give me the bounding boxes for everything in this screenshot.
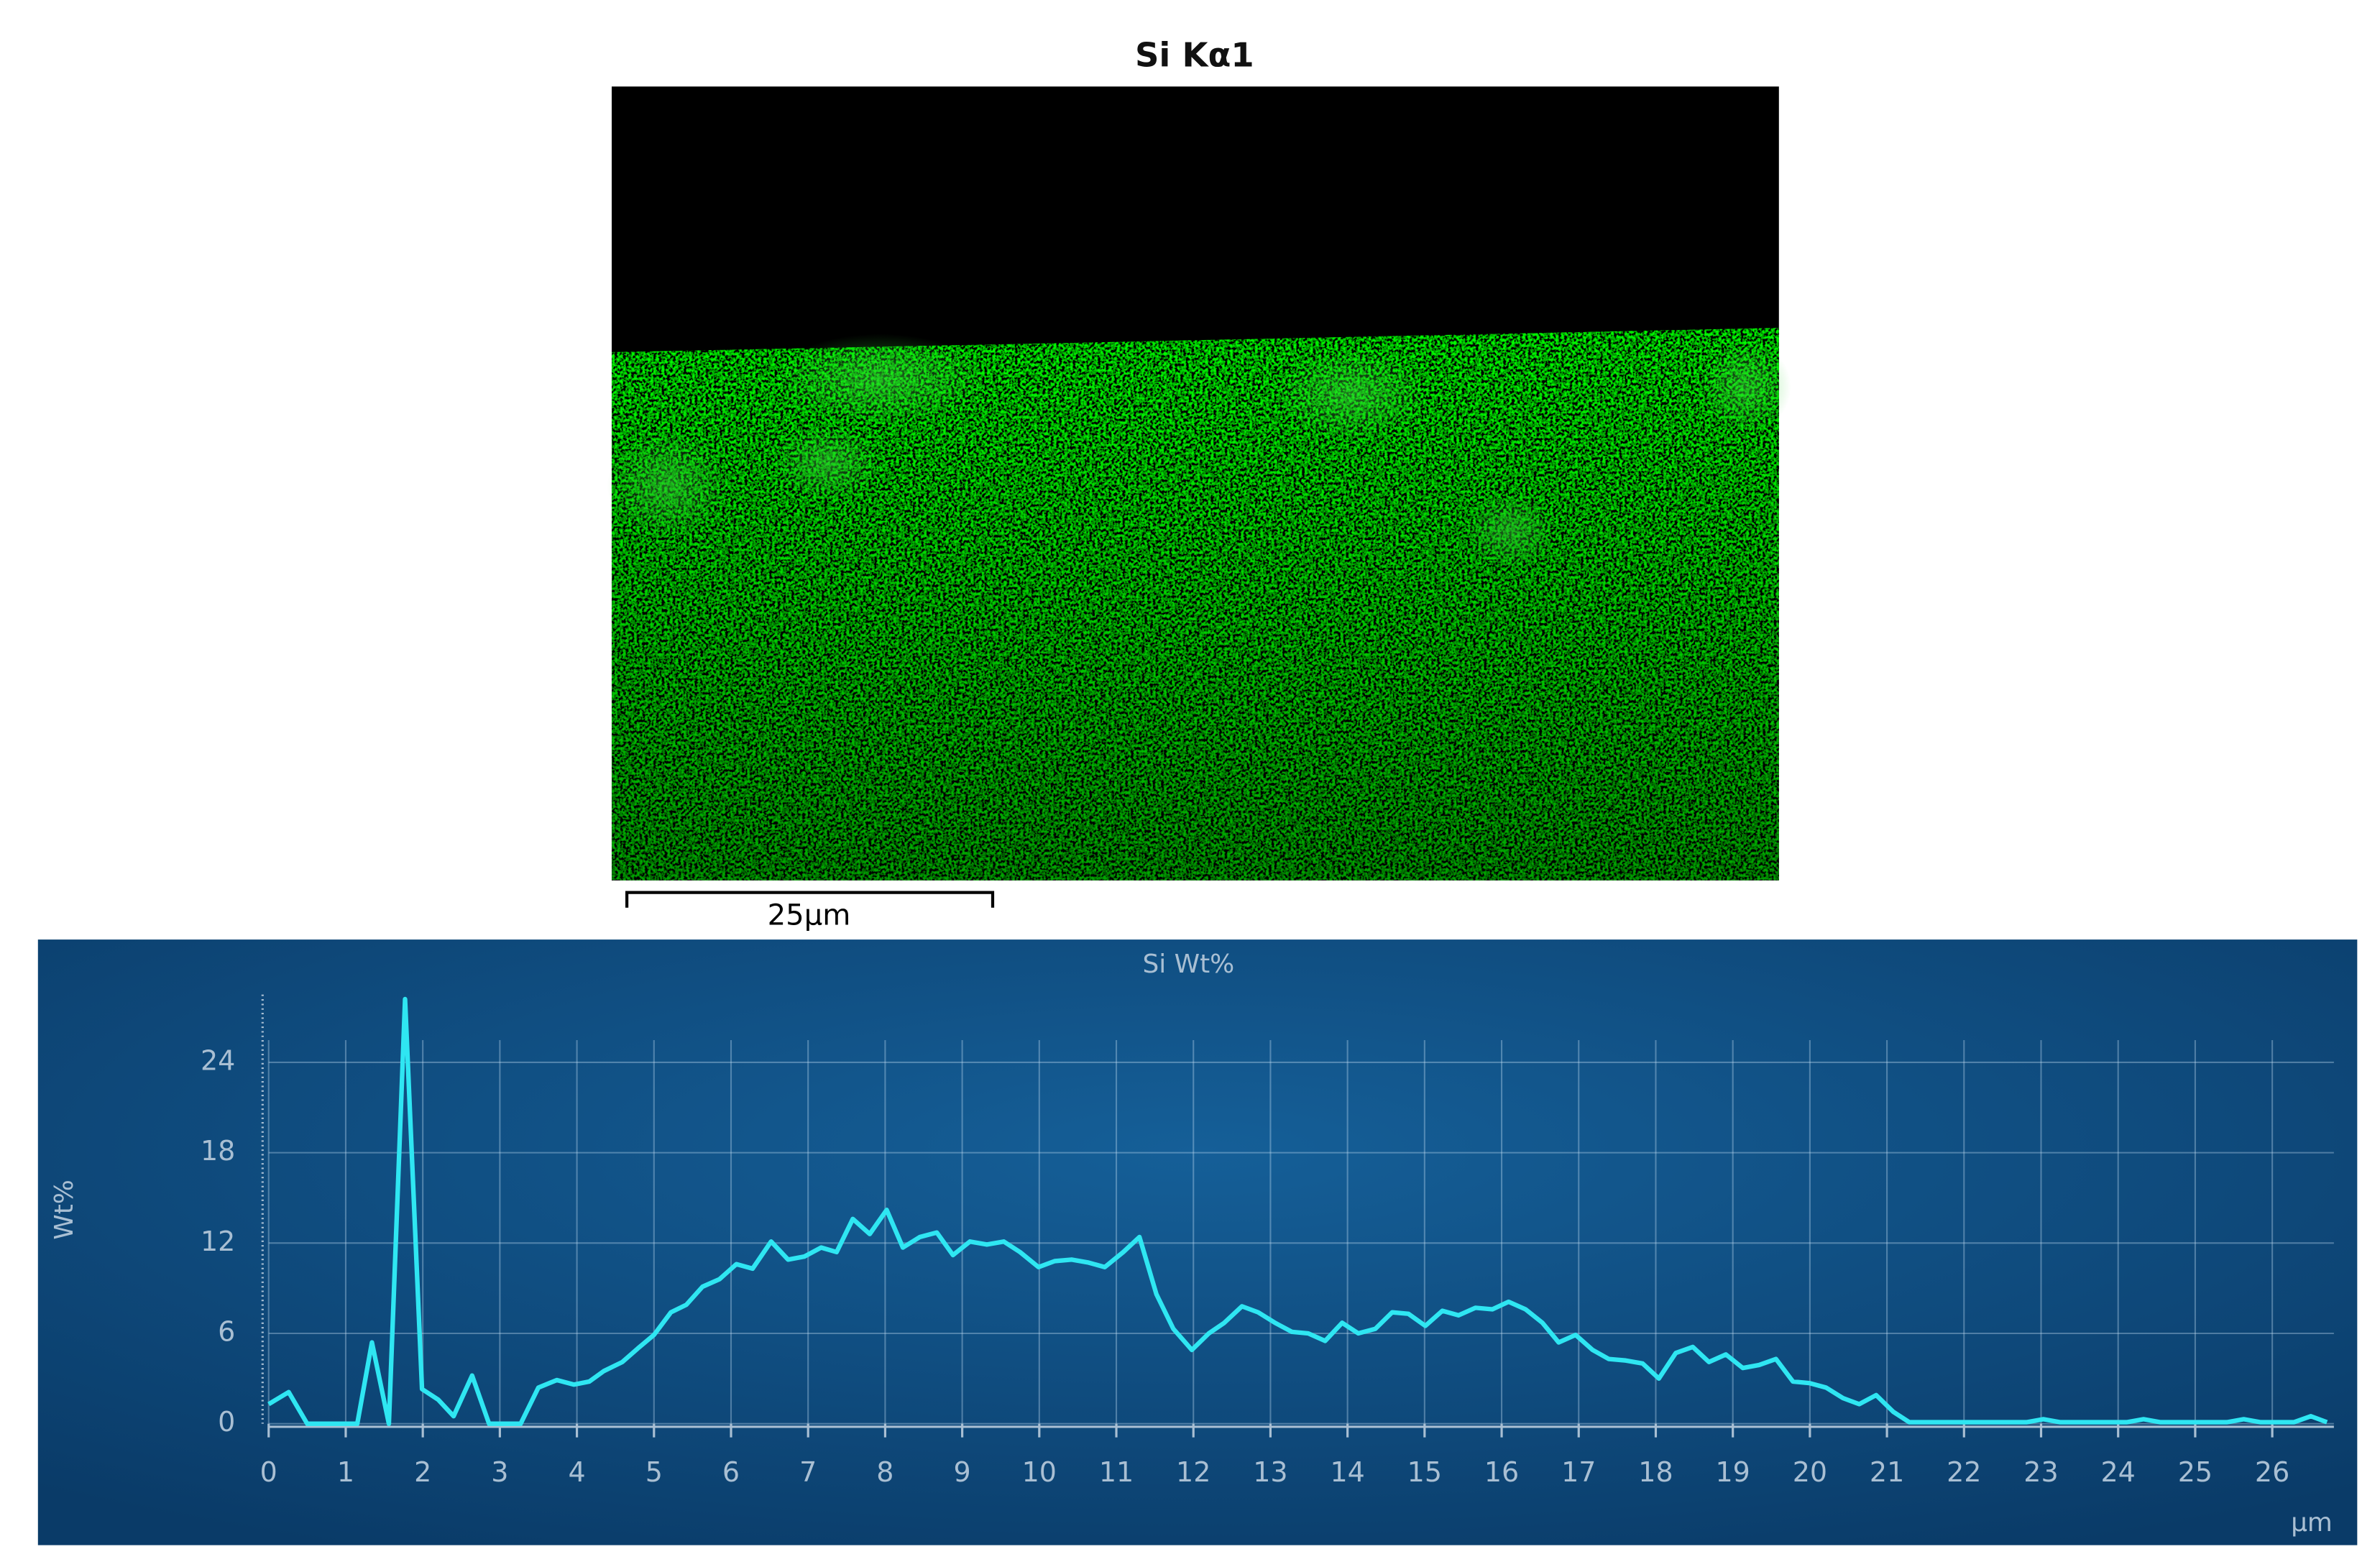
y-axis-label: Wt% bbox=[50, 1180, 79, 1240]
y-tick-label: 24 bbox=[201, 1044, 235, 1076]
y-tick-label: 0 bbox=[218, 1406, 235, 1438]
element-map bbox=[607, 86, 1791, 881]
x-tick-label: 15 bbox=[1407, 1456, 1442, 1488]
x-tick-label: 13 bbox=[1253, 1456, 1287, 1488]
chart-title: Si Wt% bbox=[1142, 950, 1234, 979]
x-tick-label: 11 bbox=[1099, 1456, 1134, 1488]
x-tick-label: 26 bbox=[2255, 1456, 2289, 1488]
x-tick-label: 8 bbox=[876, 1456, 893, 1488]
x-tick-label: 20 bbox=[1793, 1456, 1827, 1488]
x-tick-label: 14 bbox=[1330, 1456, 1364, 1488]
x-tick-label: 23 bbox=[2023, 1456, 2058, 1488]
x-tick-label: 3 bbox=[491, 1456, 508, 1488]
x-tick-label: 6 bbox=[722, 1456, 740, 1488]
x-tick-label: 21 bbox=[1870, 1456, 1904, 1488]
x-tick-label: 22 bbox=[1947, 1456, 1981, 1488]
x-tick-label: 10 bbox=[1022, 1456, 1057, 1488]
x-tick-label: 18 bbox=[1638, 1456, 1673, 1488]
y-tick-label: 6 bbox=[218, 1315, 235, 1347]
x-tick-label: 25 bbox=[2178, 1456, 2213, 1488]
x-tick-label: 19 bbox=[1715, 1456, 1750, 1488]
y-tick-label: 12 bbox=[201, 1226, 235, 1257]
data-line bbox=[267, 996, 2328, 1426]
y-tick-label: 18 bbox=[201, 1135, 235, 1167]
x-tick-label: 4 bbox=[568, 1456, 585, 1488]
scale-bar-label: 25µm bbox=[768, 899, 851, 932]
x-tick-label: 24 bbox=[2101, 1456, 2136, 1488]
x-tick-label: 1 bbox=[337, 1456, 354, 1488]
x-axis-label: µm bbox=[2291, 1508, 2333, 1538]
x-tick-label: 2 bbox=[414, 1456, 431, 1488]
chart-panel bbox=[37, 939, 2358, 1545]
map-title: Si Kα1 bbox=[1135, 36, 1254, 75]
x-tick-label: 5 bbox=[645, 1456, 663, 1488]
x-tick-label: 0 bbox=[260, 1456, 277, 1488]
x-tick-label: 16 bbox=[1484, 1456, 1519, 1488]
x-tick-label: 12 bbox=[1176, 1456, 1210, 1488]
x-tick-label: 17 bbox=[1561, 1456, 1596, 1488]
scale-bar bbox=[625, 891, 995, 908]
x-tick-label: 7 bbox=[799, 1456, 817, 1488]
x-tick-label: 9 bbox=[954, 1456, 971, 1488]
